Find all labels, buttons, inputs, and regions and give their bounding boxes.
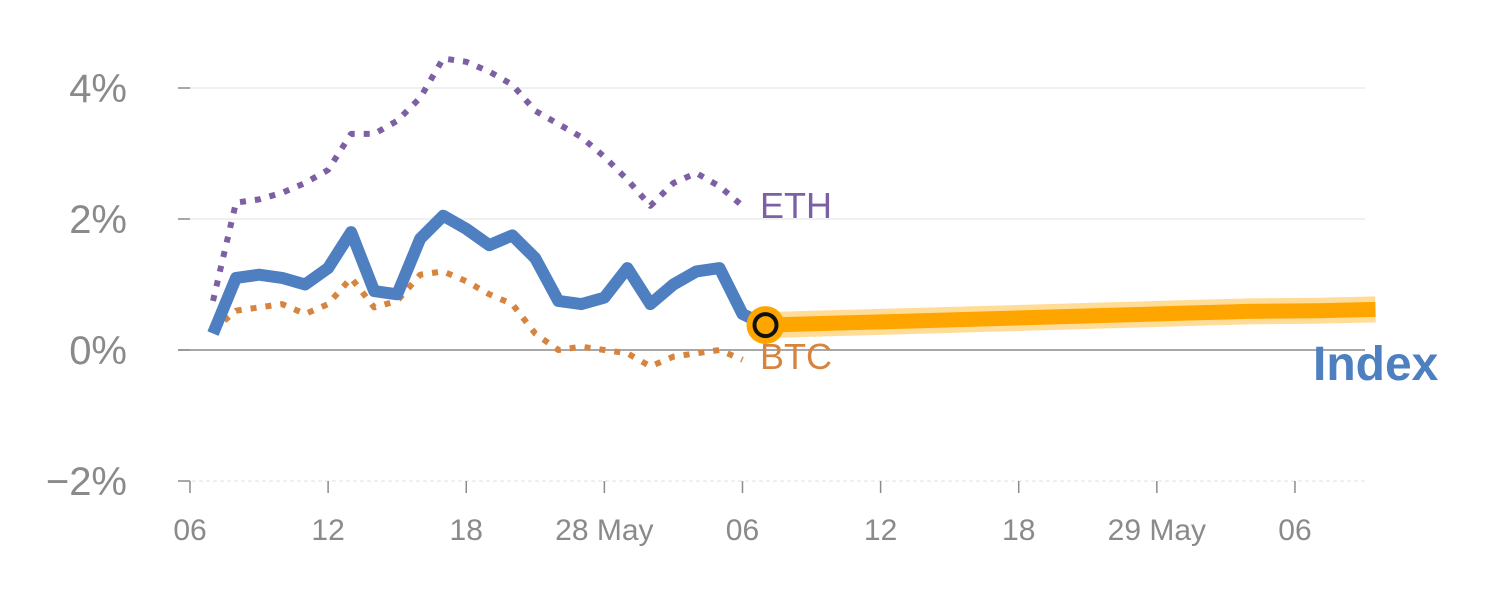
x-tick-label: 18 [1002, 514, 1035, 547]
x-tick-label: 06 [1278, 514, 1311, 547]
x-tick-label: 18 [450, 514, 483, 547]
y-tick-label: 2% [69, 198, 127, 242]
x-tick-label: 29 May [1108, 514, 1206, 547]
eth-series-line [210, 55, 745, 302]
x-tick-label: 12 [864, 514, 897, 547]
index-forecast-line [765, 301, 1376, 333]
y-axis: −2% 0% 2% 4% [46, 67, 190, 504]
index-series-line [207, 209, 769, 336]
y-tick-label: 0% [69, 329, 127, 373]
index-series-label: Index [1313, 338, 1439, 391]
eth-series-label: ETH [760, 185, 832, 226]
x-tick-label: 06 [173, 514, 206, 547]
x-tick-label: 12 [311, 514, 344, 547]
grid-lines [178, 87, 1365, 482]
series-lines [207, 55, 1376, 370]
x-axis: 06 12 18 28 May 06 12 18 29 May 06 [173, 481, 1312, 547]
btc-series-line [211, 268, 744, 370]
btc-series-label: BTC [760, 336, 832, 377]
x-tick-label: 06 [726, 514, 759, 547]
x-tick-label: 28 May [555, 514, 653, 547]
y-tick-label: 4% [69, 67, 127, 111]
y-tick-label: −2% [46, 460, 127, 504]
current-value-marker [752, 312, 779, 339]
